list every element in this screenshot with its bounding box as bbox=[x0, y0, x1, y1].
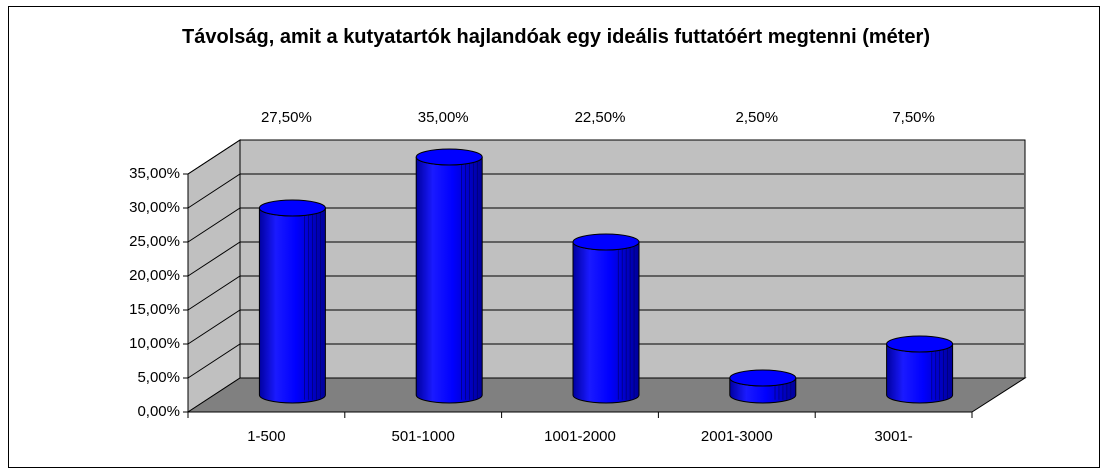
y-tick-label: 20,00% bbox=[129, 267, 180, 284]
bar bbox=[572, 241, 640, 404]
x-tick-label: 2001-3000 bbox=[701, 428, 773, 445]
bar-top bbox=[886, 335, 954, 353]
side-wall bbox=[187, 139, 241, 413]
y-tick-label: 10,00% bbox=[129, 335, 180, 352]
y-tick-label: 0,00% bbox=[137, 403, 180, 420]
y-tick-label: 35,00% bbox=[129, 165, 180, 182]
grid-line bbox=[187, 173, 1024, 209]
bar bbox=[415, 156, 483, 404]
grid-line bbox=[187, 241, 1024, 277]
bar-top bbox=[729, 369, 797, 387]
x-tick-label: 1001-2000 bbox=[544, 428, 616, 445]
value-label: 35,00% bbox=[418, 109, 469, 126]
chart-frame bbox=[8, 6, 1100, 468]
y-tick-label: 5,00% bbox=[137, 369, 180, 386]
grid-line bbox=[187, 207, 1024, 243]
grid-line bbox=[187, 275, 1024, 311]
bar-top bbox=[415, 148, 483, 166]
chart-title: Távolság, amit a kutyatartók hajlandóak … bbox=[182, 26, 930, 48]
grid-line bbox=[187, 343, 1024, 379]
y-tick-label: 15,00% bbox=[129, 301, 180, 318]
y-tick-label: 25,00% bbox=[129, 233, 180, 250]
y-tick-label: 30,00% bbox=[129, 199, 180, 216]
bar-top bbox=[572, 233, 640, 251]
bar-top bbox=[258, 199, 326, 217]
value-label: 7,50% bbox=[892, 109, 935, 126]
bar bbox=[258, 207, 326, 404]
x-tick-label: 3001- bbox=[874, 428, 912, 445]
value-label: 22,50% bbox=[575, 109, 626, 126]
grid-line bbox=[187, 309, 1024, 345]
grid-line bbox=[187, 139, 1024, 175]
bar bbox=[886, 343, 954, 404]
x-tick-label: 1-500 bbox=[247, 428, 285, 445]
x-tick-label: 501-1000 bbox=[391, 428, 454, 445]
value-label: 27,50% bbox=[261, 109, 312, 126]
value-label: 2,50% bbox=[736, 109, 779, 126]
